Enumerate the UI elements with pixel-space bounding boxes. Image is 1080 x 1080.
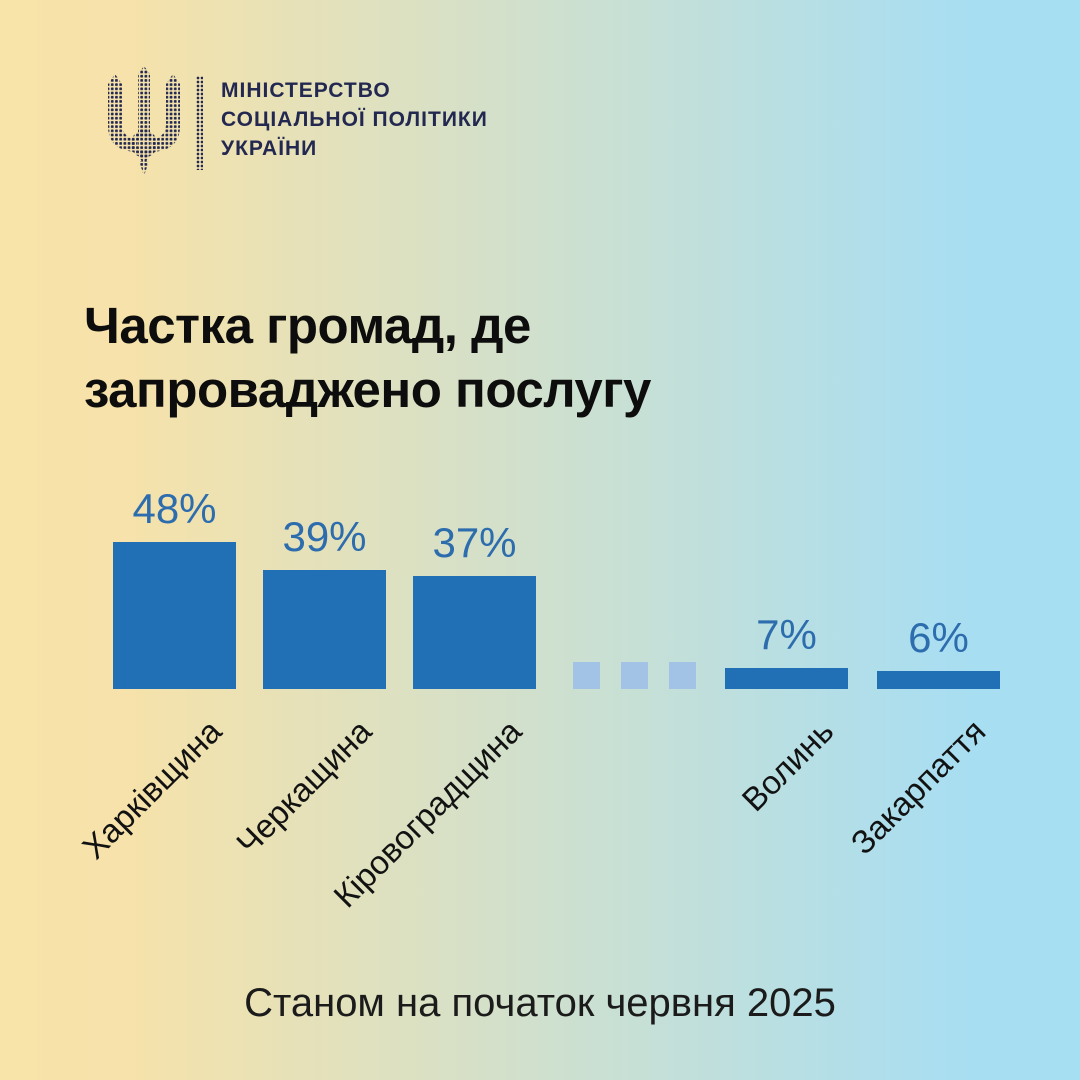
logo-divider [196, 76, 203, 170]
bar-value-label: 39% [282, 513, 367, 560]
bar-value-label: 6% [908, 614, 969, 661]
bar [877, 671, 1000, 689]
page-title-line-1: Частка громад, де [84, 297, 531, 354]
trident-icon [102, 66, 186, 176]
org-name: МІНІСТЕРСТВО СОЦІАЛЬНОЇ ПОЛІТИКИ УКРАЇНИ [221, 76, 488, 163]
bar [413, 576, 536, 689]
ministry-logo: МІНІСТЕРСТВО СОЦІАЛЬНОЇ ПОЛІТИКИ УКРАЇНИ [102, 66, 488, 176]
bar-category-label: Волинь [734, 712, 840, 819]
bar-value-label: 7% [756, 611, 817, 658]
bar-category-label: Кіровоградщина [325, 712, 528, 915]
org-name-line-2: СОЦІАЛЬНОЇ ПОЛІТИКИ [221, 108, 488, 131]
org-name-line-3: УКРАЇНИ [221, 137, 318, 160]
bar [725, 668, 848, 689]
ellipsis-square-icon [669, 662, 696, 689]
page-title: Частка громад, де запроваджено послугу [84, 294, 651, 422]
org-name-line-1: МІНІСТЕРСТВО [221, 79, 391, 102]
bar-value-label: 48% [132, 485, 217, 532]
date-caption: Станом на початок червня 2025 [244, 981, 836, 1025]
bar [113, 542, 236, 689]
bar-category-label: Закарпаття [842, 712, 992, 862]
page-title-line-2: запроваджено послугу [84, 361, 651, 418]
bar-value-label: 37% [432, 519, 517, 566]
ellipsis-square-icon [621, 662, 648, 689]
bar-category-label: Харківщина [74, 712, 228, 866]
ellipsis-square-icon [573, 662, 600, 689]
bar-category-label: Черкащина [228, 712, 378, 862]
bar [263, 570, 386, 689]
